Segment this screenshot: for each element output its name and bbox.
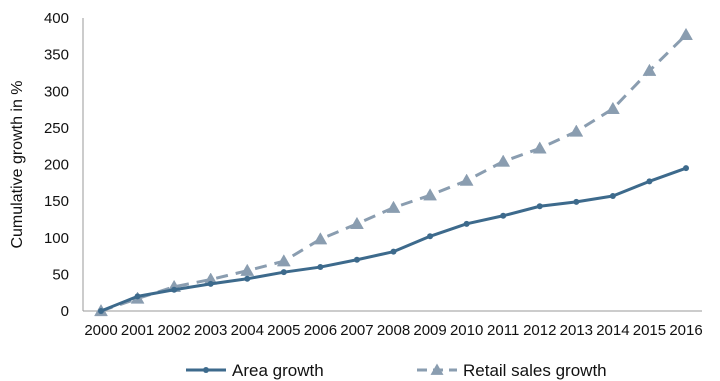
y-tick-label: 350 <box>44 47 69 64</box>
y-tick-label: 150 <box>44 193 69 210</box>
legend-label: Area growth <box>232 361 324 380</box>
plot-area <box>94 27 693 317</box>
y-tick-label: 400 <box>44 10 69 27</box>
data-point <box>390 248 397 255</box>
data-point <box>350 216 364 229</box>
data-point <box>536 203 543 210</box>
data-point <box>207 280 214 287</box>
y-tick-label: 100 <box>44 230 69 247</box>
x-tick-label: 2011 <box>487 322 519 339</box>
legend-marker <box>430 363 444 375</box>
data-point <box>276 254 291 267</box>
y-tick-label: 50 <box>52 266 69 283</box>
series-line <box>100 33 688 313</box>
legend: Area growth Retail sales growth <box>186 361 607 380</box>
x-tick-label: 2002 <box>157 322 190 339</box>
data-point <box>679 27 693 40</box>
y-tick-label: 250 <box>44 120 69 137</box>
data-point <box>532 141 547 154</box>
x-tick-label: 2003 <box>194 322 227 339</box>
data-point <box>98 308 104 314</box>
data-point <box>463 220 470 227</box>
y-tick-label: 200 <box>44 157 69 174</box>
x-tick-label: 2015 <box>633 322 666 339</box>
series-line <box>100 166 687 313</box>
legend-item: Retail sales growth <box>417 361 607 380</box>
x-tick-label: 2006 <box>304 322 337 339</box>
data-point <box>646 178 653 185</box>
axes <box>82 18 702 312</box>
data-point <box>240 263 255 276</box>
x-tick-label: 2016 <box>669 322 702 339</box>
data-point <box>280 269 287 276</box>
x-tick-label: 2014 <box>596 322 629 339</box>
data-point <box>496 154 511 167</box>
data-point <box>500 212 507 219</box>
y-tick-label: 0 <box>61 303 69 320</box>
data-point <box>459 173 474 186</box>
data-point <box>244 275 251 282</box>
data-point <box>427 233 434 240</box>
data-point <box>423 188 437 201</box>
x-tick-label: 2004 <box>231 322 264 339</box>
x-tick-labels: 2000 2001 2002 2003 2004 2005 2006 2007 2008 2009… <box>84 322 702 339</box>
data-point <box>134 293 141 300</box>
data-point <box>642 63 657 76</box>
x-tick-label: 2005 <box>267 322 300 339</box>
data-point <box>569 124 584 137</box>
y-tick-labels: 0 50 100 150 200 250 300 350 400 <box>44 10 69 320</box>
x-tick-label: 2009 <box>413 322 446 339</box>
data-point <box>313 232 328 245</box>
x-tick-label: 2012 <box>523 322 556 339</box>
x-tick-label: 2001 <box>121 322 154 339</box>
data-point <box>683 165 689 172</box>
data-point <box>353 256 360 263</box>
legend-marker <box>203 367 209 373</box>
data-point <box>605 101 620 114</box>
x-tick-label: 2000 <box>84 322 117 339</box>
y-tick-label: 300 <box>44 83 69 100</box>
x-tick-label: 2010 <box>450 322 483 339</box>
data-point <box>171 286 178 293</box>
legend-item: Area growth <box>186 361 324 380</box>
data-point <box>317 264 324 271</box>
data-point <box>573 198 580 205</box>
legend-label: Retail sales growth <box>463 361 607 380</box>
data-point <box>386 200 401 213</box>
data-point <box>609 192 616 199</box>
x-tick-label: 2008 <box>377 322 410 339</box>
x-tick-label: 2013 <box>560 322 593 339</box>
y-axis-label: Cumulative growth in % <box>9 80 26 248</box>
x-tick-label: 2007 <box>340 322 373 339</box>
